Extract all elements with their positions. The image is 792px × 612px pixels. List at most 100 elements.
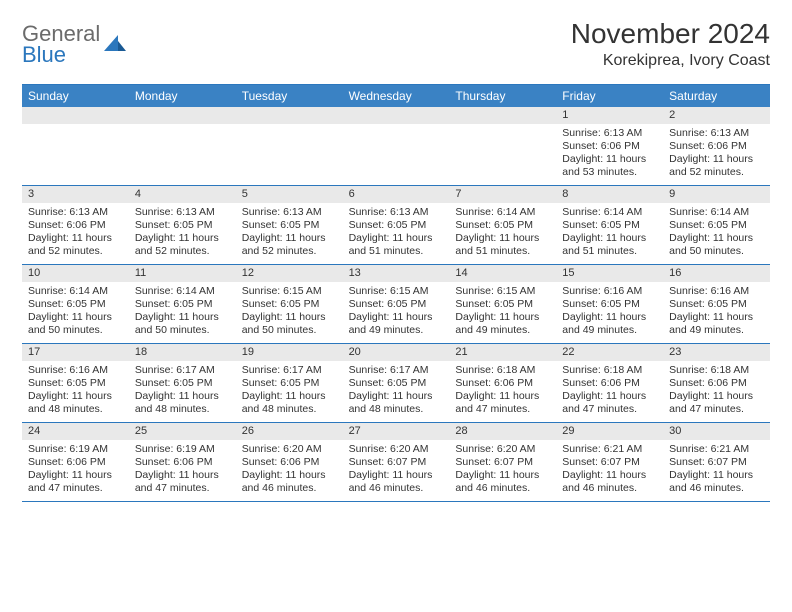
week-row: 1Sunrise: 6:13 AMSunset: 6:06 PMDaylight… [22,107,770,186]
page-title: November 2024 [571,18,770,50]
logo: General Blue [22,24,126,66]
day-body: Sunrise: 6:13 AMSunset: 6:05 PMDaylight:… [129,203,236,263]
daylight-text: Daylight: 11 hours and 46 minutes. [562,469,657,495]
sunset-text: Sunset: 6:05 PM [455,219,550,232]
day-body: Sunrise: 6:13 AMSunset: 6:06 PMDaylight:… [663,124,770,184]
sunset-text: Sunset: 6:05 PM [669,219,764,232]
daylight-text: Daylight: 11 hours and 46 minutes. [242,469,337,495]
day-cell: 29Sunrise: 6:21 AMSunset: 6:07 PMDayligh… [556,423,663,501]
day-cell: 3Sunrise: 6:13 AMSunset: 6:06 PMDaylight… [22,186,129,264]
day-body: Sunrise: 6:17 AMSunset: 6:05 PMDaylight:… [236,361,343,421]
day-cell: 22Sunrise: 6:18 AMSunset: 6:06 PMDayligh… [556,344,663,422]
day-number: 16 [663,265,770,282]
sunrise-text: Sunrise: 6:16 AM [28,364,123,377]
sunrise-text: Sunrise: 6:16 AM [562,285,657,298]
sunrise-text: Sunrise: 6:14 AM [135,285,230,298]
sunset-text: Sunset: 6:05 PM [562,298,657,311]
day-number: 7 [449,186,556,203]
day-cell: 12Sunrise: 6:15 AMSunset: 6:05 PMDayligh… [236,265,343,343]
daylight-text: Daylight: 11 hours and 50 minutes. [28,311,123,337]
daylight-text: Daylight: 11 hours and 52 minutes. [242,232,337,258]
day-cell: 16Sunrise: 6:16 AMSunset: 6:05 PMDayligh… [663,265,770,343]
day-number: 13 [343,265,450,282]
day-cell: 5Sunrise: 6:13 AMSunset: 6:05 PMDaylight… [236,186,343,264]
week-row: 10Sunrise: 6:14 AMSunset: 6:05 PMDayligh… [22,265,770,344]
day-number: 4 [129,186,236,203]
daylight-text: Daylight: 11 hours and 47 minutes. [135,469,230,495]
sunrise-text: Sunrise: 6:14 AM [562,206,657,219]
day-number: 26 [236,423,343,440]
day-number: 30 [663,423,770,440]
day-cell: 19Sunrise: 6:17 AMSunset: 6:05 PMDayligh… [236,344,343,422]
daylight-text: Daylight: 11 hours and 50 minutes. [669,232,764,258]
sunset-text: Sunset: 6:05 PM [455,298,550,311]
day-number: 28 [449,423,556,440]
sunset-text: Sunset: 6:07 PM [349,456,444,469]
day-number: 19 [236,344,343,361]
sunrise-text: Sunrise: 6:15 AM [242,285,337,298]
sunset-text: Sunset: 6:05 PM [669,298,764,311]
sunrise-text: Sunrise: 6:21 AM [562,443,657,456]
day-number [129,107,236,124]
day-body [343,124,450,131]
daylight-text: Daylight: 11 hours and 52 minutes. [135,232,230,258]
logo-text: General Blue [22,24,100,66]
day-body: Sunrise: 6:13 AMSunset: 6:06 PMDaylight:… [22,203,129,263]
day-cell: 24Sunrise: 6:19 AMSunset: 6:06 PMDayligh… [22,423,129,501]
week-row: 24Sunrise: 6:19 AMSunset: 6:06 PMDayligh… [22,423,770,502]
sunset-text: Sunset: 6:05 PM [562,219,657,232]
sunrise-text: Sunrise: 6:13 AM [135,206,230,219]
daylight-text: Daylight: 11 hours and 51 minutes. [349,232,444,258]
day-body: Sunrise: 6:16 AMSunset: 6:05 PMDaylight:… [556,282,663,342]
day-number: 23 [663,344,770,361]
calendar-page: General Blue November 2024 Korekiprea, I… [0,0,792,520]
day-body: Sunrise: 6:20 AMSunset: 6:07 PMDaylight:… [343,440,450,500]
weekday-header: Sunday Monday Tuesday Wednesday Thursday… [22,85,770,107]
day-cell: 23Sunrise: 6:18 AMSunset: 6:06 PMDayligh… [663,344,770,422]
day-cell: 17Sunrise: 6:16 AMSunset: 6:05 PMDayligh… [22,344,129,422]
day-number: 8 [556,186,663,203]
sunset-text: Sunset: 6:06 PM [562,377,657,390]
day-number [236,107,343,124]
daylight-text: Daylight: 11 hours and 53 minutes. [562,153,657,179]
weekday-tuesday: Tuesday [236,85,343,107]
sunset-text: Sunset: 6:06 PM [562,140,657,153]
day-body: Sunrise: 6:21 AMSunset: 6:07 PMDaylight:… [556,440,663,500]
logo-line2: Blue [22,45,100,66]
day-body: Sunrise: 6:18 AMSunset: 6:06 PMDaylight:… [556,361,663,421]
day-number [449,107,556,124]
day-number: 12 [236,265,343,282]
daylight-text: Daylight: 11 hours and 52 minutes. [669,153,764,179]
day-cell: 7Sunrise: 6:14 AMSunset: 6:05 PMDaylight… [449,186,556,264]
sunrise-text: Sunrise: 6:13 AM [669,127,764,140]
day-number: 11 [129,265,236,282]
day-cell [343,107,450,185]
sunrise-text: Sunrise: 6:13 AM [562,127,657,140]
weekday-wednesday: Wednesday [343,85,450,107]
day-number: 22 [556,344,663,361]
day-body: Sunrise: 6:14 AMSunset: 6:05 PMDaylight:… [22,282,129,342]
page-subtitle: Korekiprea, Ivory Coast [571,52,770,70]
daylight-text: Daylight: 11 hours and 46 minutes. [669,469,764,495]
daylight-text: Daylight: 11 hours and 50 minutes. [242,311,337,337]
day-body: Sunrise: 6:18 AMSunset: 6:06 PMDaylight:… [663,361,770,421]
sunset-text: Sunset: 6:07 PM [455,456,550,469]
weekday-thursday: Thursday [449,85,556,107]
day-body: Sunrise: 6:15 AMSunset: 6:05 PMDaylight:… [449,282,556,342]
sunrise-text: Sunrise: 6:19 AM [28,443,123,456]
daylight-text: Daylight: 11 hours and 48 minutes. [135,390,230,416]
sunrise-text: Sunrise: 6:17 AM [135,364,230,377]
day-number: 5 [236,186,343,203]
day-cell: 10Sunrise: 6:14 AMSunset: 6:05 PMDayligh… [22,265,129,343]
day-number: 10 [22,265,129,282]
daylight-text: Daylight: 11 hours and 51 minutes. [562,232,657,258]
day-number: 1 [556,107,663,124]
sunrise-text: Sunrise: 6:15 AM [455,285,550,298]
sunrise-text: Sunrise: 6:14 AM [455,206,550,219]
sunrise-text: Sunrise: 6:20 AM [455,443,550,456]
weeks-container: 1Sunrise: 6:13 AMSunset: 6:06 PMDaylight… [22,107,770,502]
day-number [343,107,450,124]
day-cell: 15Sunrise: 6:16 AMSunset: 6:05 PMDayligh… [556,265,663,343]
sunrise-text: Sunrise: 6:20 AM [242,443,337,456]
day-cell: 1 Sunrise: 6:13 AMSunset: 6:06 PMDaylight… [556,107,663,185]
